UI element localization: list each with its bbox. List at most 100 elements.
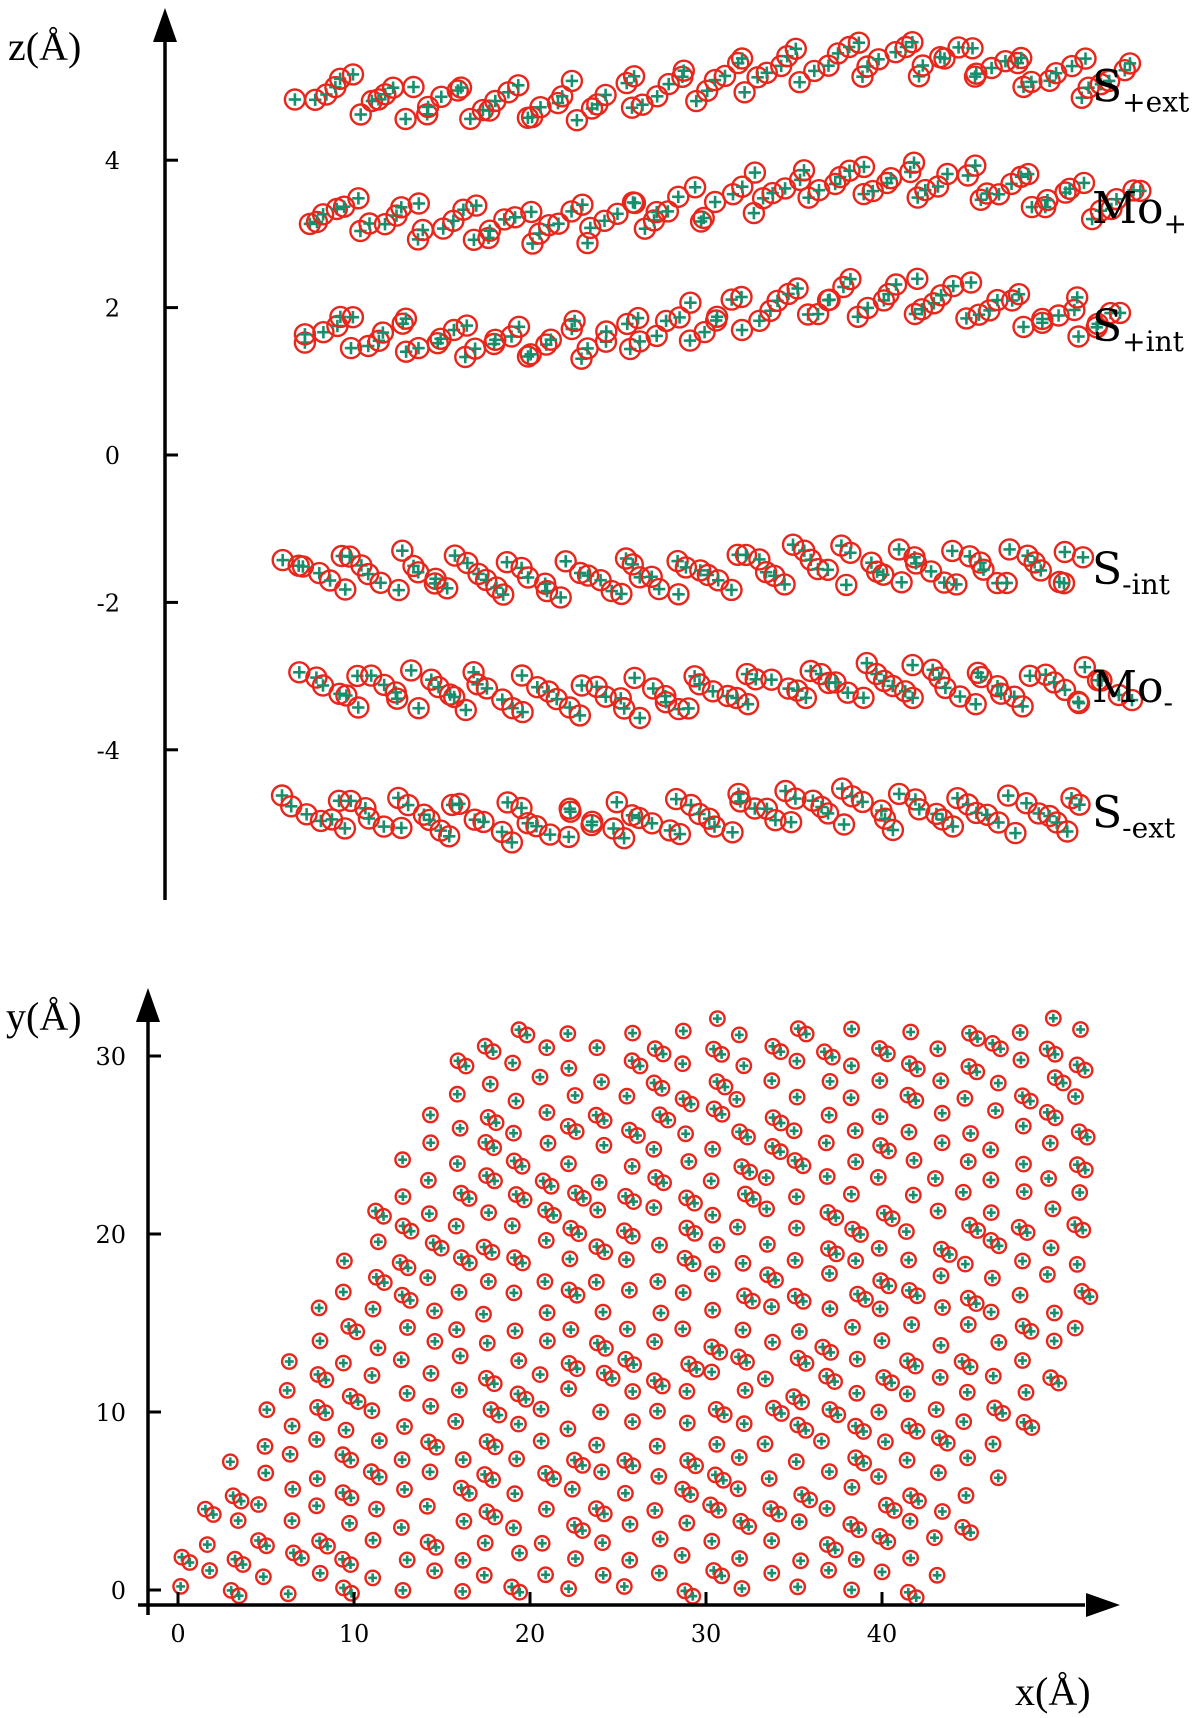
atom-marker	[688, 673, 711, 696]
atom-marker	[734, 1321, 752, 1339]
atom-marker	[484, 328, 507, 351]
atom-marker	[1044, 61, 1068, 85]
atom-marker	[757, 1169, 775, 1187]
atom-marker	[472, 810, 495, 834]
atom-marker	[505, 1519, 522, 1537]
atom-marker	[407, 697, 430, 720]
atom-marker	[293, 323, 317, 346]
atom-marker	[1012, 1051, 1030, 1069]
atom-marker	[739, 1128, 756, 1146]
atom-marker	[839, 267, 862, 291]
atom-marker	[567, 1123, 585, 1141]
atom-marker	[729, 790, 752, 813]
atom-marker	[399, 1259, 417, 1277]
atom-marker	[703, 1363, 721, 1381]
atom-marker	[371, 321, 395, 344]
atom-marker	[674, 1320, 692, 1338]
atom-marker	[683, 176, 707, 199]
atom-marker	[575, 1189, 592, 1207]
atom-marker	[908, 798, 931, 821]
atom-marker	[674, 1055, 691, 1073]
atom-marker	[945, 573, 968, 596]
atom-marker	[1031, 307, 1054, 331]
atom-marker	[721, 821, 744, 844]
atom-marker	[398, 1385, 416, 1402]
atom-marker	[959, 1153, 977, 1171]
atom-marker	[760, 668, 783, 691]
atom-marker	[1029, 559, 1053, 582]
atom-marker	[667, 583, 690, 606]
atom-marker	[510, 1352, 528, 1370]
atom-marker	[422, 1365, 440, 1382]
atom-marker	[933, 1134, 951, 1152]
atom-marker	[483, 1243, 501, 1261]
atom-marker	[763, 1298, 780, 1316]
atom-marker	[646, 85, 669, 108]
atom-marker	[1046, 1304, 1063, 1322]
atom-marker	[539, 328, 562, 351]
atom-marker	[448, 1321, 465, 1339]
z-tick-label: -4	[97, 737, 120, 765]
atom-marker	[518, 1026, 536, 1044]
atom-marker	[933, 571, 956, 594]
atom-marker	[686, 1225, 704, 1242]
atom-marker	[961, 1358, 979, 1376]
atom-marker	[903, 302, 927, 326]
atom-marker	[593, 209, 616, 233]
atom-marker	[877, 1433, 894, 1451]
atom-marker	[503, 1217, 521, 1235]
atom-marker	[887, 782, 911, 806]
atom-marker	[716, 1078, 734, 1096]
atom-marker	[531, 1068, 549, 1086]
atom-marker	[904, 1186, 922, 1204]
atom-marker	[443, 685, 466, 709]
atom-marker	[901, 686, 924, 710]
z-tick-label: 0	[105, 442, 120, 470]
atom-marker	[621, 1515, 639, 1533]
atom-marker	[933, 1104, 951, 1122]
atom-marker	[957, 1487, 975, 1504]
atom-marker	[995, 571, 1018, 595]
atom-marker	[813, 1432, 830, 1450]
atom-marker	[304, 88, 327, 112]
atom-marker	[421, 1463, 439, 1481]
atom-marker	[394, 1582, 412, 1599]
atom-marker	[842, 1089, 860, 1107]
atom-marker	[339, 336, 363, 360]
atom-marker	[623, 1158, 641, 1175]
atom-marker	[926, 1529, 943, 1547]
atom-marker	[772, 1043, 790, 1061]
atom-marker	[822, 1344, 840, 1361]
atom-marker	[692, 206, 715, 230]
atom-marker	[678, 329, 702, 352]
atom-marker	[423, 572, 447, 595]
atom-marker	[900, 1123, 918, 1141]
atom-marker	[735, 1415, 753, 1433]
atom-marker	[871, 1108, 889, 1126]
atom-marker	[387, 578, 410, 602]
atom-marker	[588, 1436, 605, 1454]
atom-marker	[987, 1102, 1004, 1120]
atom-marker	[794, 1293, 812, 1310]
atom-marker	[341, 63, 365, 86]
atom-marker	[654, 309, 678, 333]
atom-marker	[755, 61, 778, 85]
atom-marker	[565, 108, 589, 132]
atom-marker	[560, 1580, 577, 1598]
atom-marker	[835, 573, 858, 597]
atom-marker	[969, 1030, 986, 1048]
atom-marker	[618, 1251, 635, 1269]
atom-marker	[649, 1273, 667, 1290]
atom-marker	[605, 791, 628, 814]
atom-marker	[310, 1299, 328, 1317]
atom-marker	[932, 1072, 950, 1090]
atom-marker	[500, 831, 524, 854]
atom-marker	[234, 1556, 252, 1573]
atom-marker	[984, 1367, 1002, 1385]
atom-marker	[432, 1239, 450, 1257]
atom-marker	[964, 154, 987, 177]
atom-marker	[710, 1501, 727, 1519]
atom-marker	[449, 76, 473, 99]
atom-marker	[490, 1406, 508, 1424]
atom-marker	[595, 320, 618, 343]
